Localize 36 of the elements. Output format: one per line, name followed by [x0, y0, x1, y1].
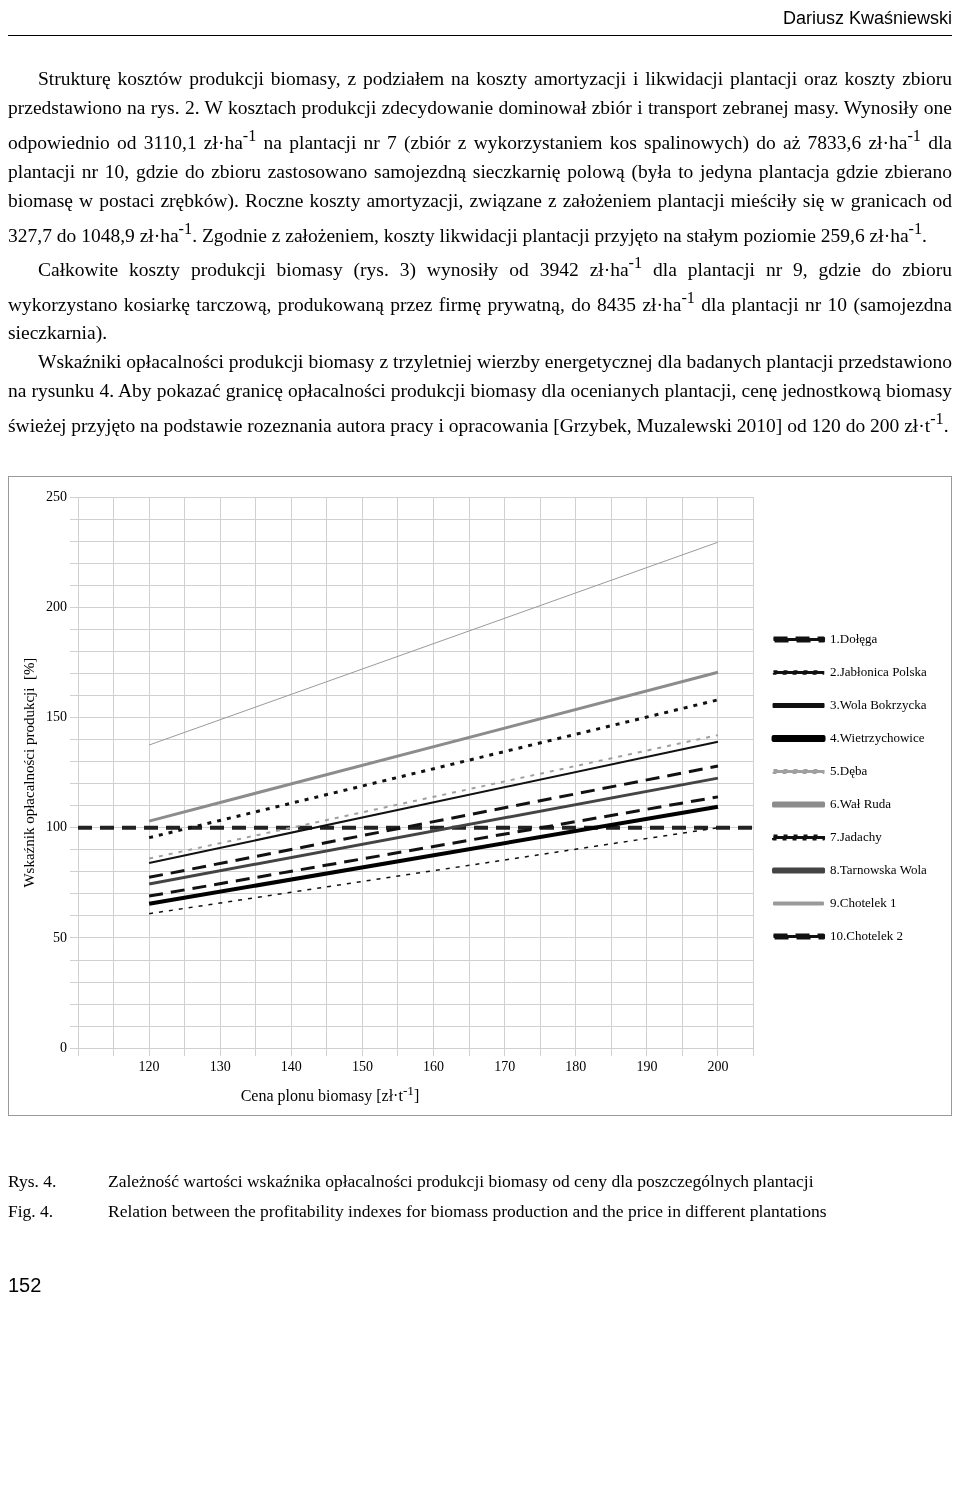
text: Strukturę kosztów produkcji biomasy, z podziałem na koszty amortyzacji i likwidacji plantacji oraz koszty zbioru przedstawiono na rys. 2. W kosztach produkcji zdecydowanie dominował zbiór i transport zebranej masy. Wynosiły one odpowiednio od 3110,1 zł·ha$^{-1}$ na plantacji nr 7 (zbiór z wykorzystaniem kos spalinowych) do aż 7833,6 zł·ha$^{-1}$ dla plantacji nr 10, gdzie do zbioru zastosowano samojezdną sieczkarnię polową (była to jedyna plantacja gdzie zbierano biomasę w postaci zrębków). Roczne koszty amortyzacji, związane z założeniem plantacji mieściły się w granicach od 327,7 do 1048,9 zł·ha$^{-1}$. Zgodnie z założeniem, koszty likwidacji plantacji przyjęto na stałym poziomie 259,6 zł·ha$^{-1}$.	[8, 68, 952, 245]
y-tick-label: 50	[53, 929, 67, 945]
text: Całkowite koszty produkcji biomasy (rys. 3) wynosiły od 3942 zł·ha$^{-1}$ dla plantacji nr 9, gdzie do zbioru wykorzystano kosiarkę tarczową, produkowaną przez firmę prywatną, do 8435 zł·ha$^{-1}$ dla plantacji nr 10 (samojezdna sieczkarnia).	[8, 254, 952, 343]
x-axis-title: Cena plonu biomasy [zł·t$^{-1}$]	[239, 1082, 421, 1105]
y-tick-label: 150	[46, 708, 67, 724]
text: Wskaźniki opłacalności produkcji biomasy z trzyletniej wierzby energetycznej dla badanych plantacji przedstawiono na rysunku 4. Aby pokazać granicę opłacalności produkcji biomasy dla ocenianych plantacji, cenę jednostkową biomasy świeżej przyjęto na podstawie rozeznania autora pracy i opracowania [Grzybek, Muzalewski 2010] od 120 do 200 zł·t$^{-1}$.	[8, 350, 952, 438]
legend-label: 5.Dęba	[830, 762, 868, 778]
legend-label: 3.Wola Bokrzycka	[830, 696, 927, 712]
text: Rys. 4.	[8, 1169, 58, 1193]
legend-label: 8.Tarnowska Wola	[830, 861, 927, 877]
x-tick-label: 160	[423, 1058, 445, 1074]
legend-label: 4.Wietrzychowice	[830, 729, 925, 745]
x-tick-label: 150	[351, 1058, 373, 1074]
text: 152	[8, 1273, 43, 1297]
x-tick-label: 130	[209, 1058, 231, 1074]
caption: Fig. 4.	[8, 1199, 55, 1223]
x-tick-label: 140	[280, 1058, 302, 1074]
y-tick-label: 0	[60, 1039, 67, 1055]
x-tick-label: 200	[707, 1058, 729, 1074]
y-axis-title: Wskaźnik opłacalności produkcji [%]	[20, 657, 37, 888]
x-tick-label: 170	[494, 1058, 516, 1074]
legend-label: 2.Jabłonica Polska	[830, 663, 928, 679]
legend-label: 1.Dołęga	[830, 630, 878, 646]
y-tick-label: 100	[46, 818, 67, 834]
y-tick-label: 250	[46, 488, 67, 504]
x-tick-label: 190	[636, 1058, 658, 1074]
text: Zależność wartości wskaźnika opłacalności produkcji biomasy od ceny dla poszczególnych plantacji	[108, 1169, 815, 1193]
text: Relation between the profitability indexes for biomass production and the price in different plantations	[108, 1199, 828, 1223]
legend-label: 9.Chotelek 1	[830, 894, 897, 910]
x-tick-label: 180	[565, 1058, 587, 1074]
legend-label: 6.Wał Ruda	[830, 795, 892, 811]
legend-label: 10.Chotelek 2	[830, 927, 903, 943]
x-tick-label: 120	[138, 1058, 160, 1074]
text: Dariusz Kwaśniewski	[8, 8, 952, 36]
legend-label: 7.Jadachy	[830, 828, 883, 844]
y-tick-label: 200	[46, 598, 67, 614]
